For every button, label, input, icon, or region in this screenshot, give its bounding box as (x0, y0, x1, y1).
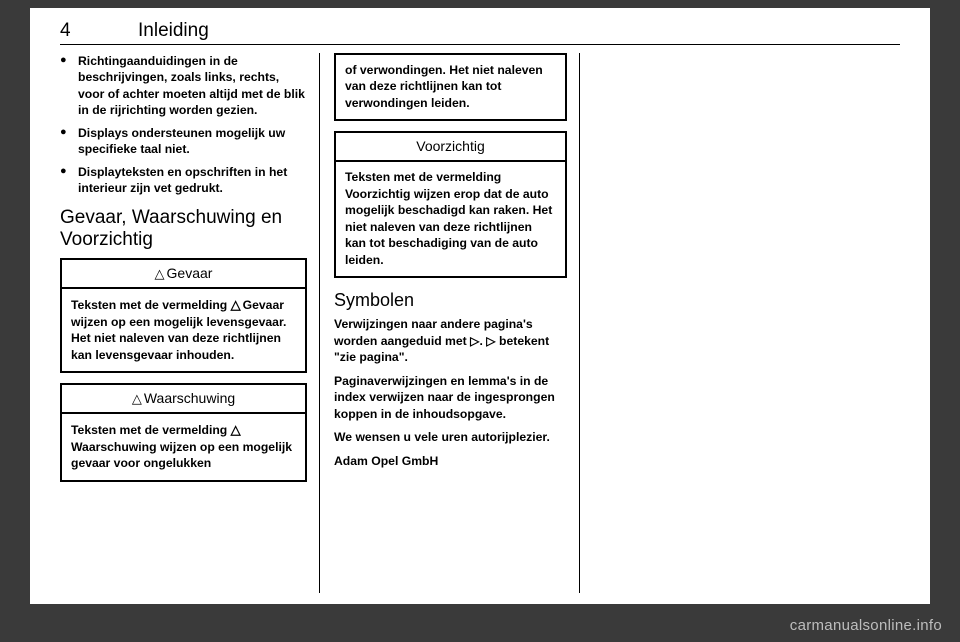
danger-inline-icon: △ (231, 296, 241, 314)
page-ref-icon: ▷ (486, 334, 495, 348)
section-heading-danger-warning-caution: Gevaar, Waarschuwing en Voorzichtig (60, 207, 307, 251)
list-item: Displayteksten en opschriften in het int… (60, 164, 307, 197)
subsection-heading-symbols: Symbolen (334, 288, 567, 312)
danger-body-label: Gevaar (243, 298, 284, 312)
list-item: Displays ondersteunen mogelijk uw specif… (60, 125, 307, 158)
danger-body-prefix: Teksten met de vermelding (71, 298, 231, 312)
content-columns: Richtingaanduidingen in de beschrijvinge… (60, 53, 900, 593)
warning-continuation-body: of verwondingen. Het niet naleven van de… (336, 55, 565, 119)
caution-box-header: Voorzichtig (336, 133, 565, 162)
page-ref-icon: ▷ (470, 334, 479, 348)
warning-icon: △ (132, 390, 142, 408)
warning-box-continued: of verwondingen. Het niet naleven van de… (334, 53, 567, 121)
danger-box-body: Teksten met de vermelding △Gevaar wijzen… (62, 289, 305, 371)
intro-bullet-list: Richtingaanduidingen in de beschrijvinge… (60, 53, 307, 197)
danger-title: Gevaar (167, 265, 213, 281)
manual-page: 4 Inleiding Richtingaanduidingen in de b… (30, 8, 930, 604)
manufacturer-signoff: Adam Opel GmbH (334, 453, 567, 469)
danger-icon: △ (155, 265, 165, 283)
caution-title: Voorzichtig (416, 138, 484, 154)
chapter-title: Inleiding (138, 20, 209, 42)
warning-box-header: △Waarschuwing (62, 385, 305, 414)
warning-box: △Waarschuwing Teksten met de vermelding … (60, 383, 307, 481)
danger-box: △Gevaar Teksten met de vermelding △Gevaa… (60, 258, 307, 373)
symbols-paragraph-1: Verwijzingen naar andere pagina's worden… (334, 316, 567, 365)
column-3 (580, 53, 840, 593)
danger-body-rest: wijzen op een mogelijk levensgevaar. Het… (71, 315, 286, 362)
caution-box-body: Teksten met de vermelding Voorzichtig wi… (336, 162, 565, 276)
caution-box: Voorzichtig Teksten met de vermelding Vo… (334, 131, 567, 278)
column-1: Richtingaanduidingen in de beschrijvinge… (60, 53, 320, 593)
warning-box-body: Teksten met de vermelding △Waarschuwing … (62, 414, 305, 479)
page-number: 4 (60, 20, 138, 42)
warning-inline-icon: △ (231, 421, 241, 439)
list-item: Richtingaanduidingen in de beschrijvinge… (60, 53, 307, 119)
warning-title: Waarschuwing (144, 390, 235, 406)
column-2: of verwondingen. Het niet naleven van de… (320, 53, 580, 593)
warning-body-label: Waarschuwing (71, 440, 157, 454)
symbols-paragraph-3: We wensen u vele uren autorijplezier. (334, 429, 567, 445)
danger-box-header: △Gevaar (62, 260, 305, 289)
page-header: 4 Inleiding (60, 20, 900, 45)
warning-body-prefix: Teksten met de vermelding (71, 423, 231, 437)
watermark-text: carmanualsonline.info (790, 617, 942, 634)
symbols-paragraph-2: Paginaverwijzingen en lemma's in de inde… (334, 373, 567, 422)
